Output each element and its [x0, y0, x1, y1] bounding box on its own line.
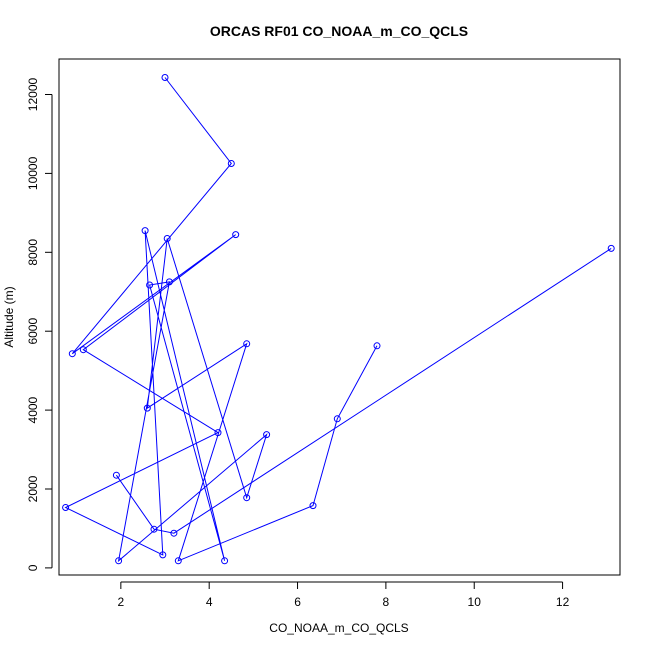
- x-tick-label: 6: [294, 595, 301, 609]
- y-tick-label: 8000: [26, 239, 40, 266]
- chart-title: ORCAS RF01 CO_NOAA_m_CO_QCLS: [210, 23, 468, 39]
- y-tick-label: 0: [26, 564, 40, 571]
- data-point: [309, 502, 317, 510]
- y-tick-label: 6000: [26, 318, 40, 345]
- x-axis-label: CO_NOAA_m_CO_QCLS: [269, 621, 408, 635]
- x-tick-label: 4: [206, 595, 213, 609]
- y-tick-label: 2000: [26, 475, 40, 502]
- data-point: [243, 340, 251, 348]
- data-point: [333, 415, 341, 423]
- data-point: [112, 471, 120, 479]
- y-axis-label: Altitude (m): [2, 286, 16, 347]
- data-point: [214, 429, 222, 437]
- data-point: [174, 557, 182, 565]
- y-tick-label: 10000: [26, 156, 40, 190]
- x-tick-label: 8: [383, 595, 390, 609]
- data-point: [243, 494, 251, 502]
- data-point: [68, 350, 76, 358]
- data-point: [159, 551, 167, 559]
- y-axis: 0 2000 4000 6000 8000 10000 12000: [26, 77, 53, 571]
- plot-frame: [58, 58, 621, 576]
- data-point: [263, 431, 271, 439]
- data-point: [221, 557, 229, 565]
- x-tick-label: 2: [117, 595, 124, 609]
- data-point: [165, 278, 173, 286]
- series-line: [64, 77, 378, 563]
- data-point: [227, 160, 235, 167]
- data-point: [79, 346, 87, 354]
- x-axis: 2 4 6 8 10 12: [117, 581, 570, 609]
- data-point: [62, 504, 70, 511]
- y-tick-label: 12000: [26, 77, 40, 111]
- x-tick-label: 12: [556, 595, 570, 609]
- data-point: [170, 529, 178, 537]
- y-tick-label: 4000: [26, 396, 40, 423]
- series-line: [115, 247, 612, 534]
- data-point: [232, 231, 240, 239]
- data-point: [163, 235, 171, 242]
- x-tick-label: 10: [468, 595, 482, 609]
- data-point: [141, 227, 149, 235]
- data-point: [607, 244, 615, 252]
- data-point: [115, 557, 123, 565]
- data-point: [161, 74, 169, 81]
- data-point: [373, 342, 381, 350]
- data-point: [146, 281, 154, 289]
- series-layer: [62, 74, 615, 565]
- data-point: [143, 404, 151, 412]
- data-point: [150, 525, 158, 533]
